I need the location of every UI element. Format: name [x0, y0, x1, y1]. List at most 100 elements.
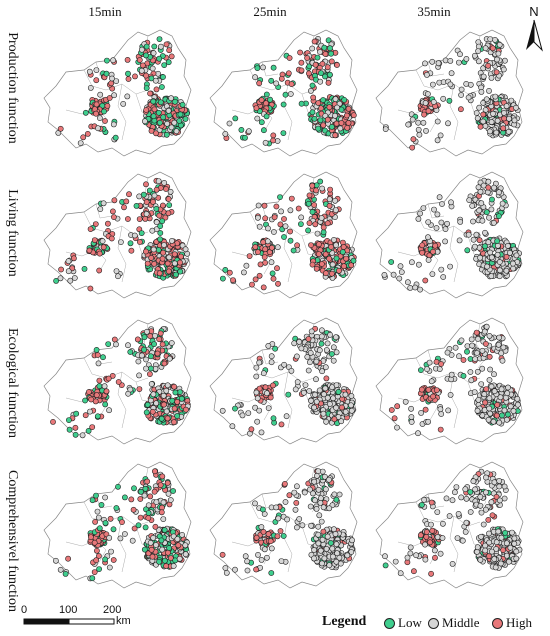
town-point: [171, 260, 178, 267]
town-point: [165, 549, 171, 556]
town-point: [124, 93, 131, 100]
town-point: [84, 131, 91, 137]
town-point: [502, 530, 508, 536]
town-point: [332, 334, 339, 341]
town-point: [274, 533, 281, 540]
town-point: [159, 546, 166, 553]
town-point: [313, 398, 320, 405]
town-point: [150, 246, 157, 253]
town-point: [165, 107, 172, 114]
town-point: [430, 81, 436, 88]
town-point: [128, 247, 135, 254]
legend-item-low: Low: [384, 615, 422, 631]
town-point: [487, 366, 493, 373]
town-point: [57, 275, 64, 282]
town-point: [58, 266, 64, 273]
town-point: [312, 61, 319, 68]
town-point: [509, 529, 515, 536]
town-point: [415, 119, 422, 126]
town-point: [308, 397, 314, 404]
town-point: [316, 387, 323, 394]
town-point: [103, 70, 110, 77]
town-point: [261, 202, 268, 209]
town-point: [446, 97, 453, 104]
town-point: [413, 552, 419, 559]
town-point: [155, 109, 162, 116]
town-point: [330, 237, 337, 243]
town-point: [178, 395, 185, 402]
town-point: [335, 389, 342, 395]
town-point: [507, 544, 514, 551]
town-point: [447, 81, 454, 88]
town-point: [467, 489, 474, 495]
town-point: [350, 112, 357, 119]
town-point: [307, 486, 313, 493]
town-point: [402, 398, 409, 405]
town-point: [143, 107, 150, 113]
town-point: [467, 81, 474, 88]
town-point: [271, 229, 277, 235]
town-point: [510, 265, 517, 272]
town-point: [311, 404, 317, 411]
town-point: [457, 219, 464, 225]
town-point: [322, 270, 329, 277]
town-point: [161, 360, 168, 367]
town-point: [324, 64, 331, 71]
town-point: [143, 248, 149, 255]
town-point: [269, 244, 275, 251]
town-point: [437, 132, 444, 139]
town-point: [101, 108, 107, 115]
town-point: [408, 419, 415, 425]
town-point: [493, 412, 500, 419]
legend-middle-swatch: [428, 617, 439, 629]
town-point: [483, 386, 490, 392]
town-point: [319, 61, 326, 67]
town-point: [501, 110, 507, 116]
town-point: [137, 239, 143, 245]
town-point: [155, 178, 162, 184]
town-point: [423, 128, 429, 134]
town-point: [275, 280, 281, 287]
town-point: [348, 402, 354, 409]
town-point: [219, 551, 226, 558]
town-point: [388, 259, 395, 265]
town-point: [444, 220, 450, 227]
town-point: [474, 350, 480, 356]
town-point: [143, 85, 150, 91]
town-point: [337, 125, 344, 132]
town-point: [66, 426, 73, 433]
town-point: [125, 216, 131, 222]
town-point: [320, 97, 326, 103]
town-point: [333, 255, 340, 262]
town-point: [488, 273, 495, 279]
town-point: [156, 270, 163, 277]
town-point: [157, 236, 163, 243]
town-point: [437, 550, 444, 557]
town-point: [322, 73, 328, 80]
town-point: [261, 546, 268, 553]
town-point: [452, 344, 459, 351]
town-point: [82, 397, 88, 404]
town-point: [111, 197, 118, 204]
town-point: [494, 402, 501, 408]
town-point: [107, 515, 114, 522]
town-point: [492, 93, 499, 100]
town-point: [115, 483, 121, 490]
town-point: [316, 512, 323, 519]
town-point: [296, 516, 303, 522]
town-point: [158, 415, 165, 422]
town-point: [342, 409, 349, 415]
town-point: [475, 58, 482, 65]
town-point: [405, 121, 412, 128]
town-point: [141, 334, 148, 341]
town-point: [151, 488, 158, 495]
town-point: [301, 489, 308, 496]
town-point: [496, 334, 502, 341]
town-point: [264, 554, 270, 561]
town-point: [308, 328, 315, 335]
town-point: [272, 345, 278, 352]
town-point: [332, 112, 338, 119]
town-point: [318, 327, 325, 334]
town-point: [460, 373, 467, 379]
